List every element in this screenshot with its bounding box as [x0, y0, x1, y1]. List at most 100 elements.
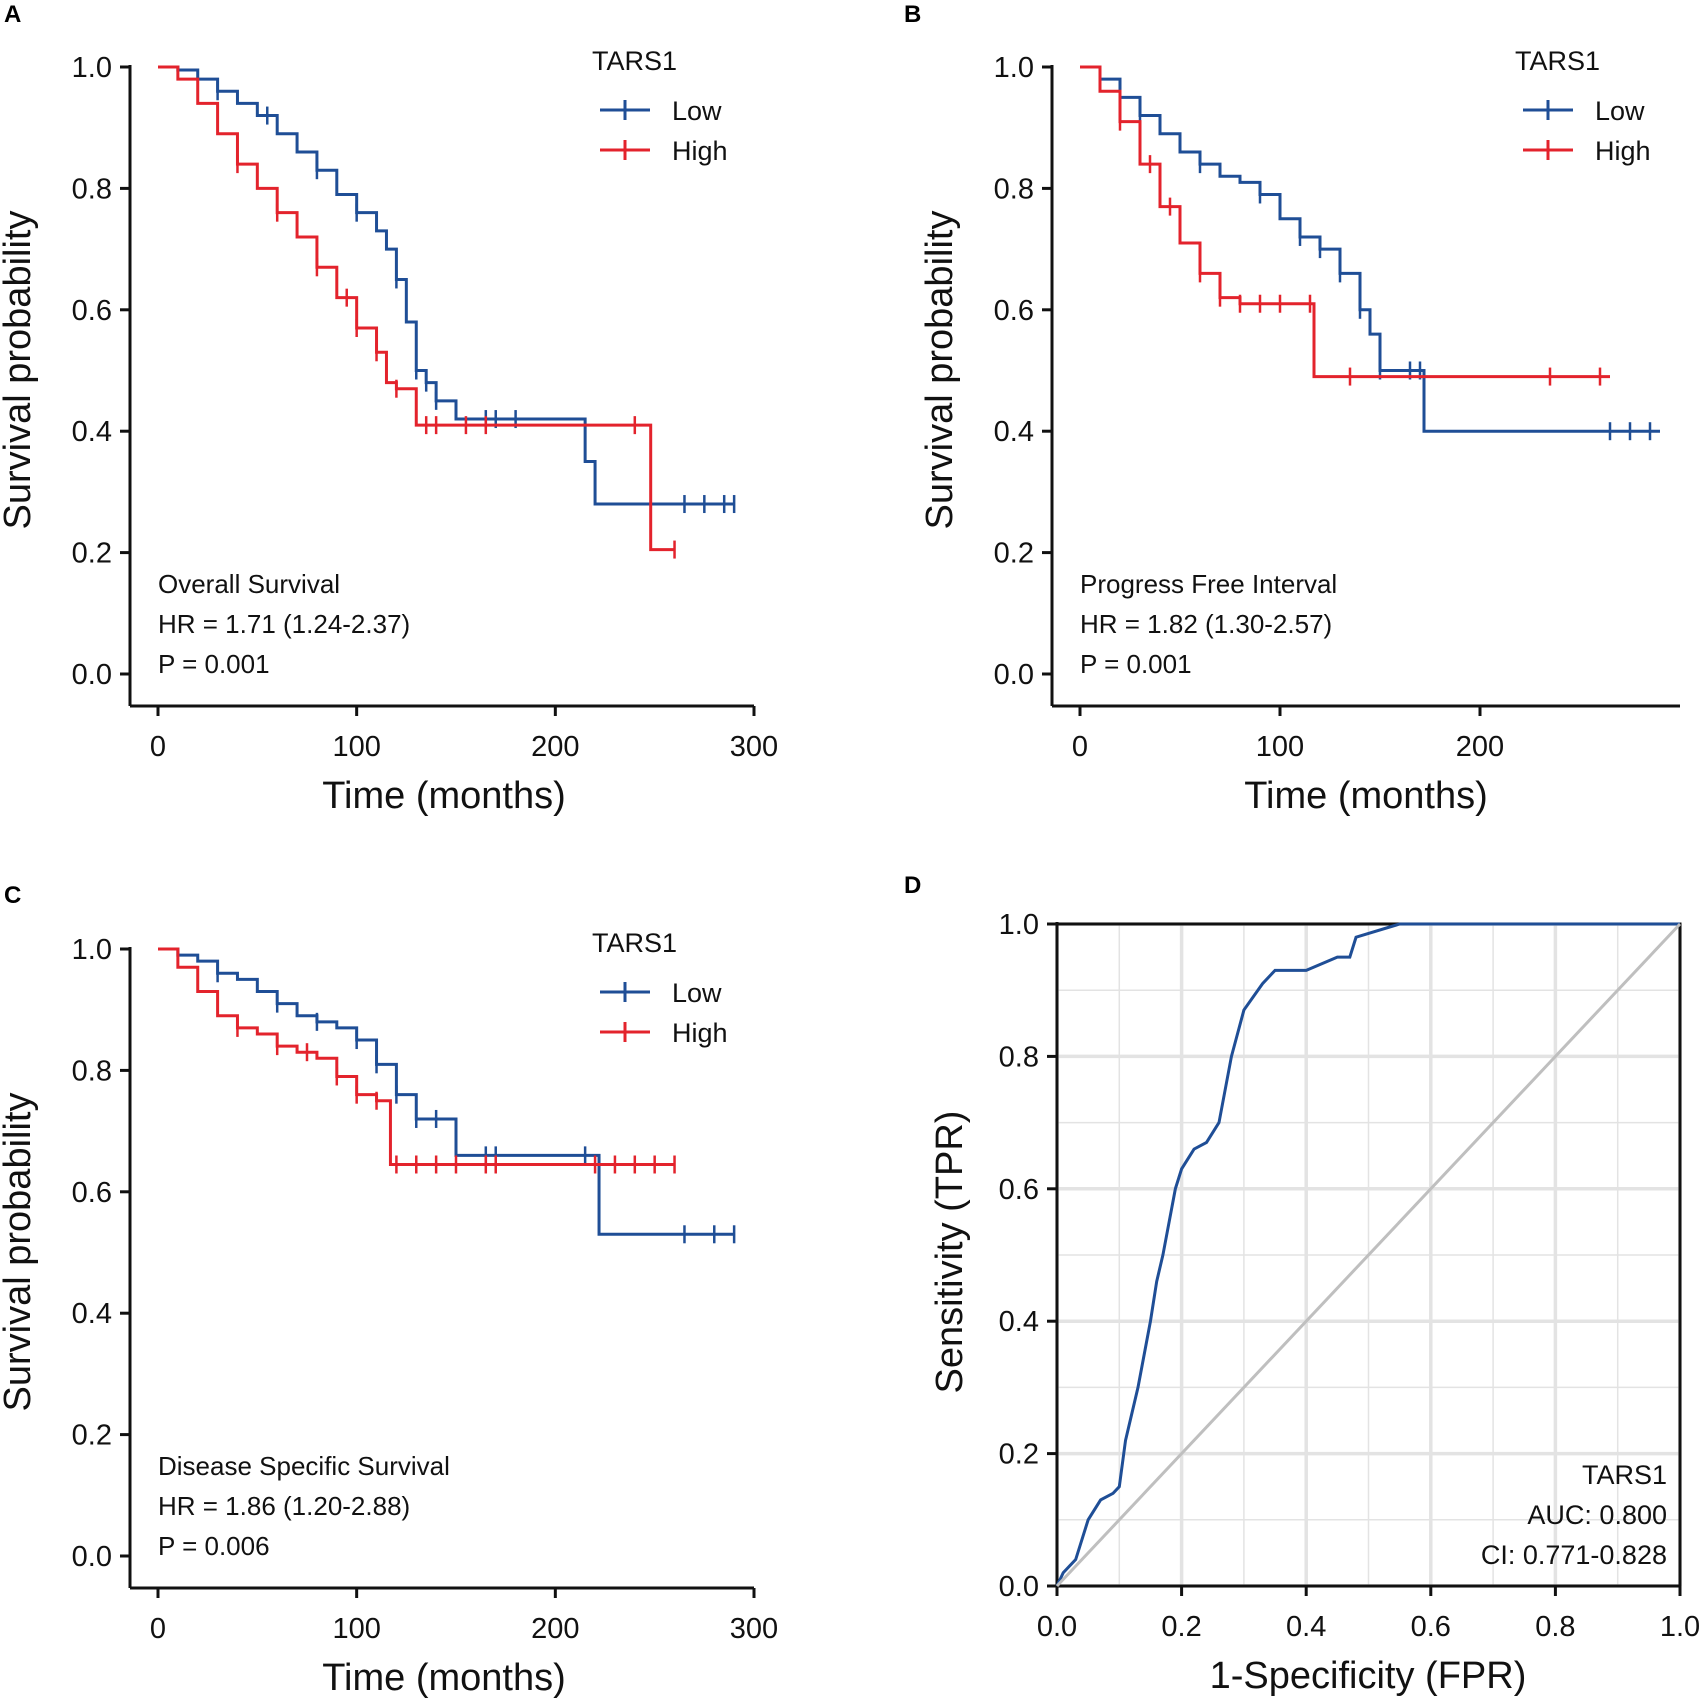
x-tick-label: 0	[150, 1613, 166, 1645]
axes: 0.0 0.2 0.4 0.6 0.8 1.0 0 100 200 300	[72, 934, 779, 1645]
survival-curve-high	[1080, 65, 1610, 379]
legend: TARS1 Low High	[592, 928, 728, 1048]
legend-title: TARS1	[592, 46, 677, 76]
survival-curve-reference	[1055, 922, 1682, 1588]
y-tick-label: 0.4	[72, 416, 112, 448]
x-tick-label: 0.6	[1411, 1611, 1451, 1643]
y-axis-title: Survival probability	[919, 211, 961, 530]
y-tick-label: 1.0	[994, 52, 1034, 84]
series-high	[158, 65, 676, 559]
legend-label-low: Low	[672, 96, 722, 126]
y-tick-label: 0.6	[72, 1177, 112, 1209]
series-low	[158, 947, 736, 1244]
legend-label-high: High	[672, 1018, 728, 1048]
axes: 0.0 0.2 0.4 0.6 0.8 1.0 0.0 0.2 0.4 0.6 0.8 1.0	[999, 909, 1700, 1643]
y-tick-label: 1.0	[72, 934, 112, 966]
legend-label-high: High	[672, 136, 728, 166]
y-tick-label: 0.0	[994, 659, 1034, 691]
y-axis-title: Survival probability	[0, 211, 39, 530]
annotations: Overall Survival HR = 1.71 (1.24-2.37) P =…	[158, 569, 410, 679]
y-tick-label: 0.4	[994, 416, 1034, 448]
y-tick-label: 0.8	[999, 1041, 1039, 1073]
panel-label: B	[904, 1, 921, 28]
y-tick-label: 1.0	[72, 52, 112, 84]
panel-label: C	[4, 882, 21, 909]
y-tick-label: 1.0	[999, 909, 1039, 941]
roc-legend-title: TARS1	[1582, 1460, 1667, 1490]
series-high	[158, 947, 676, 1174]
y-tick-label: 0.2	[999, 1439, 1039, 1471]
y-tick-label: 0.8	[994, 173, 1034, 205]
annotation-line: HR = 1.86 (1.20-2.88)	[158, 1491, 410, 1521]
x-tick-label: 100	[332, 731, 380, 763]
series-high	[1080, 65, 1610, 386]
y-tick-label: 0.6	[999, 1174, 1039, 1206]
panel-label: D	[904, 872, 921, 899]
roc-legend-item: CI: 0.771-0.828	[1481, 1540, 1667, 1570]
legend-label-high: High	[1595, 136, 1651, 166]
y-tick-label: 0.6	[72, 295, 112, 327]
y-tick-label: 0.2	[72, 1420, 112, 1452]
y-axis-title: Survival probability	[0, 1093, 39, 1412]
annotation-line: Disease Specific Survival	[158, 1451, 450, 1481]
y-tick-label: 0.0	[999, 1571, 1039, 1603]
x-tick-label: 0.4	[1286, 1611, 1326, 1643]
panel-b-survival-chart: B 0.0 0.2 0.4 0.6 0.8 1.0 0 100 200 Time (months) S…	[904, 1, 1680, 817]
legend: TARS1 Low High	[592, 46, 728, 166]
annotations: Disease Specific Survival HR = 1.86 (1.20…	[158, 1451, 450, 1561]
y-tick-label: 0.6	[994, 295, 1034, 327]
survival-curve-high	[158, 65, 675, 552]
survival-curve-tars1	[1055, 922, 1680, 1587]
x-tick-label: 100	[332, 1613, 380, 1645]
x-tick-label: 200	[1456, 731, 1504, 763]
x-axis-title: 1-Specificity (FPR)	[1210, 1655, 1527, 1697]
y-tick-label: 0.4	[999, 1306, 1039, 1338]
legend: TARS1 Low High	[1515, 46, 1651, 166]
x-tick-label: 1.0	[1660, 1611, 1700, 1643]
panel-label: A	[4, 1, 21, 28]
y-tick-label: 0.2	[72, 538, 112, 570]
y-tick-label: 0.8	[72, 1055, 112, 1087]
legend-title: TARS1	[1515, 46, 1600, 76]
x-tick-label: 200	[531, 1613, 579, 1645]
y-tick-label: 0.2	[994, 538, 1034, 570]
x-tick-label: 0.8	[1535, 1611, 1575, 1643]
annotation-line: Overall Survival	[158, 569, 340, 599]
legend: TARS1 AUC: 0.800 CI: 0.771-0.828	[1481, 1460, 1667, 1570]
y-axis-title: Sensitivity (TPR)	[929, 1111, 971, 1394]
y-tick-label: 0.8	[72, 173, 112, 205]
panel-a-survival-chart: A 0.0 0.2 0.4 0.6 0.8 1.0 0 100 200 300 Time (month…	[0, 1, 778, 817]
annotation-line: P = 0.006	[158, 1531, 270, 1561]
series-reference	[1055, 922, 1682, 1588]
x-axis-title: Time (months)	[322, 775, 566, 817]
axes: 0.0 0.2 0.4 0.6 0.8 1.0 0 100 200	[994, 52, 1680, 763]
y-tick-label: 0.4	[72, 1298, 112, 1330]
axes: 0.0 0.2 0.4 0.6 0.8 1.0 0 100 200 300	[72, 52, 779, 763]
roc-legend-item: AUC: 0.800	[1527, 1500, 1667, 1530]
legend-title: TARS1	[592, 928, 677, 958]
x-tick-label: 200	[531, 731, 579, 763]
x-tick-label: 0	[150, 731, 166, 763]
legend-label-low: Low	[1595, 96, 1645, 126]
panel-d-roc-chart: D 0.0 0.2 0.4 0.6 0.8 1.0 0.0 0.2 0.4 0.6 0.8 1.0 1-S…	[904, 872, 1700, 1697]
legend-label-low: Low	[672, 978, 722, 1008]
y-tick-label: 0.0	[72, 659, 112, 691]
annotation-line: HR = 1.82 (1.30-2.57)	[1080, 609, 1332, 639]
x-axis-title: Time (months)	[322, 1657, 566, 1698]
annotation-line: P = 0.001	[1080, 649, 1192, 679]
annotation-line: P = 0.001	[158, 649, 270, 679]
series-tars1	[1055, 922, 1680, 1587]
annotation-line: HR = 1.71 (1.24-2.37)	[158, 609, 410, 639]
y-tick-label: 0.0	[72, 1541, 112, 1573]
annotations: Progress Free Interval HR = 1.82 (1.30-2.…	[1080, 569, 1337, 679]
x-axis-title: Time (months)	[1244, 775, 1488, 817]
annotation-line: Progress Free Interval	[1080, 569, 1337, 599]
x-tick-label: 0	[1072, 731, 1088, 763]
x-tick-label: 300	[730, 731, 778, 763]
x-tick-label: 100	[1256, 731, 1304, 763]
x-tick-label: 300	[730, 1613, 778, 1645]
x-tick-label: 0.0	[1037, 1611, 1077, 1643]
x-tick-label: 0.2	[1161, 1611, 1201, 1643]
panel-c-survival-chart: C 0.0 0.2 0.4 0.6 0.8 1.0 0 100 200 300 Time (month…	[0, 882, 778, 1698]
